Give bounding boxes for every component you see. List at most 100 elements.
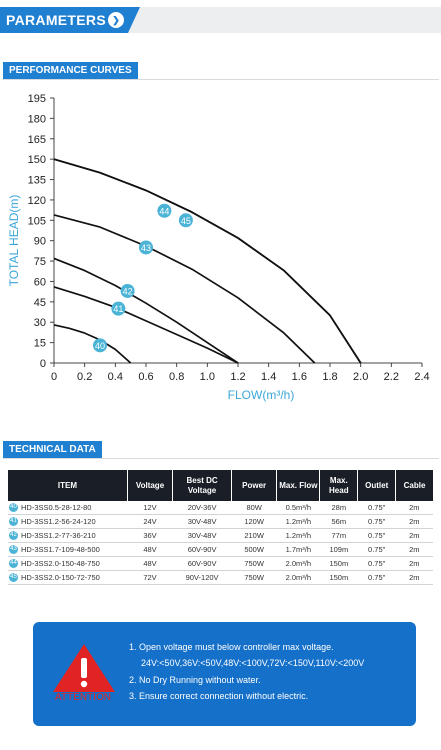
x-tick-label: 1.2 [230, 371, 245, 383]
table-cell: 2.0m³/h [276, 556, 320, 571]
table-cell: 0.5m³/h [276, 501, 320, 515]
cell-text: 150m [329, 559, 349, 568]
x-tick-label: 0.8 [169, 371, 184, 383]
item-cell: 43 HD-3SS1.7-109-48-500 [8, 542, 128, 557]
table-cell: 0.75" [357, 514, 396, 529]
cell-text: 30V-48V [187, 517, 217, 526]
table-cell: 12V [127, 501, 173, 515]
cell-text: 2.0m³/h [285, 573, 312, 582]
column-header: Voltage [127, 470, 174, 501]
table-cell: 80W [231, 501, 277, 515]
attention-box: ATTENTION 1. Open voltage must below con… [33, 622, 416, 726]
cell-text: 120W [244, 517, 264, 526]
table-cell: 1.7m³/h [276, 542, 320, 557]
column-header: Best DC Voltage [172, 470, 233, 501]
table-cell: 2m [395, 501, 433, 515]
y-tick-label: 60 [34, 276, 46, 288]
cell-text: 48V [143, 559, 157, 568]
cell-text: 750W [244, 559, 264, 568]
item-cell: 40 HD-3SS0.5-28-12-80 [8, 501, 128, 515]
column-header: Outlet [357, 470, 397, 501]
table-row: 45 HD-3SS2.0-150-72-750 72V 90V-120V 750W 2.0… [8, 570, 433, 585]
table-cell: 150m [319, 570, 358, 585]
curve-42 [53, 257, 239, 364]
cell-text: HD-3SS2.0-150-72-750 [21, 572, 100, 582]
curve-label-42: 42 [123, 286, 133, 296]
attention-line: 1. Open voltage must below controller ma… [129, 642, 334, 652]
cell-text: 0.75" [368, 503, 386, 512]
row-number-badge: 42 [9, 531, 18, 541]
table-cell: 1.2m³/h [276, 528, 320, 543]
table-cell: 56m [319, 514, 358, 529]
x-axis-title: FLOW(m³/h) [228, 388, 295, 402]
item-cell: 44 HD-3SS2.0-150-48-750 [8, 556, 128, 571]
y-tick-label: 195 [28, 93, 46, 105]
curve-43 [53, 214, 316, 364]
table-cell: 24V [127, 514, 173, 529]
table-header-row: ITEM Voltage Best DC Voltage Power Max. … [8, 470, 433, 501]
cell-text: 0.75" [368, 531, 386, 540]
parameters-header: PARAMETERS ❯ [0, 7, 441, 33]
x-tick-label: 0.4 [108, 371, 123, 383]
attention-label: ATTENTION [55, 692, 111, 703]
y-tick-label: 165 [28, 134, 46, 146]
curve-41 [53, 286, 239, 364]
table-cell: 30V-48V [172, 528, 232, 543]
table-cell: 90V-120V [172, 570, 232, 585]
cell-text: 0.75" [368, 573, 386, 582]
cell-text: 2m [409, 559, 420, 568]
table-cell: 150m [319, 556, 358, 571]
table-cell: 36V [127, 528, 173, 543]
cell-text: HD-3SS1.7-109-48-500 [21, 544, 100, 554]
row-number-badge: 41 [9, 517, 18, 527]
table-cell: 60V-90V [172, 556, 232, 571]
cell-text: HD-3SS1.2-77-36-210 [21, 530, 96, 540]
cell-text: 2m [409, 531, 420, 540]
x-tick-label: 1.8 [322, 371, 337, 383]
table-row: 43 HD-3SS1.7-109-48-500 48V 60V-90V 500W 1.7m… [8, 542, 433, 557]
cell-text: HD-3SS1.2-56-24-120 [21, 516, 96, 526]
column-header: ITEM [8, 470, 128, 501]
x-tick-label: 1.4 [261, 371, 276, 383]
curve-label-43: 43 [141, 243, 151, 253]
table-cell: 0.75" [357, 556, 396, 571]
cell-text: 1.2m³/h [285, 517, 312, 526]
cell-text: 1.7m³/h [285, 545, 312, 554]
row-number-badge: 40 [9, 503, 18, 513]
attention-line: 24V:<50V,36V:<50V,48V:<100V,72V:<150V,11… [141, 658, 365, 668]
cell-text: 30V-48V [187, 531, 217, 540]
curve-label-badge-43 [139, 240, 153, 255]
table-cell: 0.75" [357, 501, 396, 515]
table-cell: 120W [231, 514, 277, 529]
y-tick-label: 105 [28, 215, 46, 227]
y-axis-title: TOTAL HEAD(m) [7, 195, 21, 287]
y-tick-label: 135 [28, 175, 46, 187]
curve-label-45: 45 [181, 216, 191, 226]
table-cell: 1.2m³/h [276, 514, 320, 529]
cell-text: 1.2m³/h [285, 531, 312, 540]
cell-text: 0.75" [368, 559, 386, 568]
curve-label-badge-45 [178, 213, 193, 228]
table-cell: 60V-90V [172, 542, 232, 557]
curve-label-badge-40 [93, 338, 107, 353]
technical-data-table: ITEM Voltage Best DC Voltage Power Max. … [8, 470, 433, 585]
cell-text: 0.5m³/h [285, 503, 312, 512]
x-tick-label: 0.6 [138, 371, 153, 383]
y-tick-label: 75 [34, 256, 46, 268]
cell-text: 500W [244, 545, 264, 554]
table-cell: 48V [127, 556, 173, 571]
table-cell: 0.75" [357, 570, 396, 585]
curve-label-40: 40 [95, 341, 105, 351]
table-cell: 750W [231, 570, 277, 585]
cell-text: 2m [409, 545, 420, 554]
performance-chart: 0 15 30 45 60 75 90 105 120 135 150 165 180 195 0 0.2 0.… [7, 93, 430, 402]
y-tick-label: 150 [28, 154, 46, 166]
y-tick-label: 15 [34, 338, 46, 350]
y-tick-label: 45 [34, 297, 46, 309]
section-divider [3, 79, 439, 80]
curve-label-44: 44 [159, 206, 169, 216]
cell-text: 90V-120V [185, 573, 219, 582]
y-tick-label: 180 [28, 113, 46, 125]
table-cell: 2m [395, 514, 433, 529]
column-header: Max. Flow [276, 470, 321, 501]
